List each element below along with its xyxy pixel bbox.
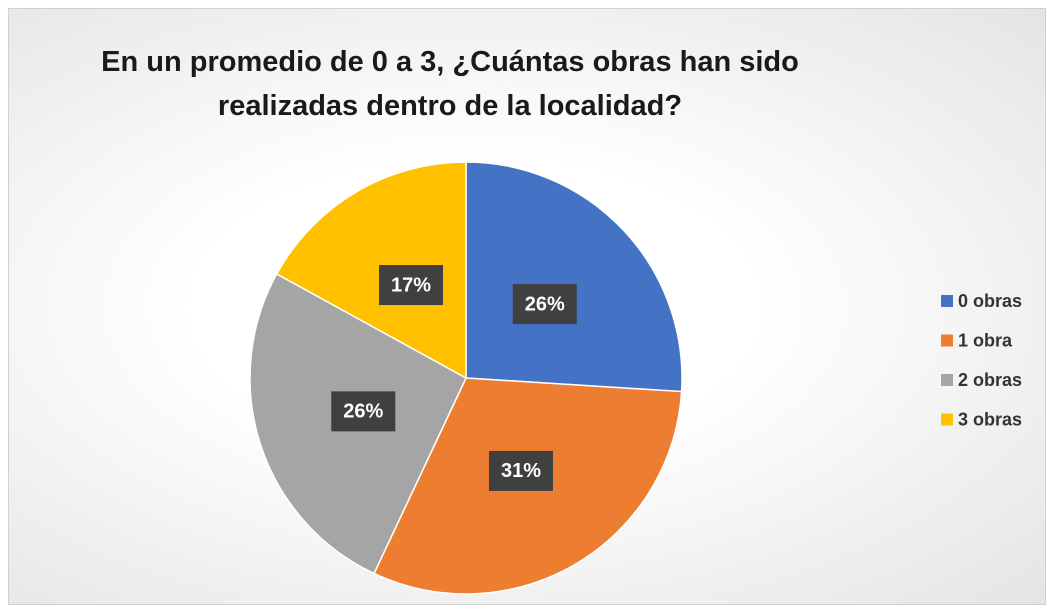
data-label: 31% xyxy=(501,460,541,482)
legend-label: 0 obras xyxy=(958,291,1022,311)
pie-slice xyxy=(275,161,467,380)
legend-swatch xyxy=(941,374,953,386)
legend-swatch xyxy=(941,413,953,426)
legend-swatch xyxy=(941,295,953,307)
data-label: 26% xyxy=(343,401,383,423)
data-label: 17% xyxy=(391,274,431,296)
legend-label: 1 obra xyxy=(958,330,1013,350)
legend-swatch xyxy=(941,334,953,347)
legend-label: 2 obras xyxy=(958,370,1022,390)
data-label-box xyxy=(331,391,396,432)
data-label-box xyxy=(488,450,553,491)
pie-slice xyxy=(465,161,683,393)
legend-label: 3 obras xyxy=(958,409,1022,429)
chart-title: En un promedio de 0 a 3, ¿Cuántas obras … xyxy=(101,46,799,122)
data-label: 26% xyxy=(525,293,565,315)
data-label-box xyxy=(379,265,444,306)
data-label-box xyxy=(512,284,577,325)
